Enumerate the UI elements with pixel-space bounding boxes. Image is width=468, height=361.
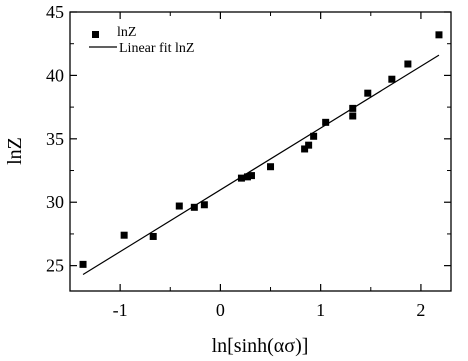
legend-label-linear-fit: Linear fit lnZ <box>119 41 194 56</box>
data-point <box>175 202 183 210</box>
data-point <box>79 260 87 268</box>
x-tick-label: 0 <box>216 300 225 320</box>
data-point <box>149 232 157 240</box>
data-point <box>200 201 208 209</box>
data-point <box>435 31 443 39</box>
legend-marker-lnZ <box>92 31 99 38</box>
data-point <box>120 231 128 239</box>
axis-ticks <box>69 11 451 291</box>
data-point <box>247 172 255 180</box>
data-point <box>267 163 275 171</box>
data-point <box>301 145 309 153</box>
x-tick-label: 2 <box>416 300 425 320</box>
y-tick-label: 25 <box>46 256 64 276</box>
x-tick-label: -1 <box>113 300 128 320</box>
data-point <box>310 132 318 140</box>
data-markers <box>79 31 443 268</box>
data-point <box>190 203 198 211</box>
axis-tick-labels: -1 0 1 2 25 30 35 40 45 <box>46 2 425 320</box>
plot-frame <box>69 11 452 292</box>
data-point <box>404 60 412 68</box>
x-axis-label: ln[sinh(ασ)] <box>212 335 309 357</box>
data-point <box>349 104 357 112</box>
y-tick-label: 45 <box>46 2 64 22</box>
data-point <box>237 174 245 182</box>
data-point <box>322 118 330 126</box>
legend-label-lnZ: lnZ <box>117 25 136 40</box>
data-point <box>243 173 251 181</box>
legend: lnZ Linear fit lnZ <box>89 25 194 56</box>
data-point <box>305 141 313 149</box>
y-tick-label: 40 <box>46 65 64 85</box>
y-tick-label: 30 <box>46 192 64 212</box>
data-point <box>364 89 372 97</box>
data-point <box>349 112 357 120</box>
y-axis-label: lnZ <box>4 137 26 165</box>
y-tick-label: 35 <box>46 129 64 149</box>
linear-fit-line <box>82 54 440 276</box>
data-point <box>388 75 396 83</box>
x-tick-label: 1 <box>316 300 325 320</box>
